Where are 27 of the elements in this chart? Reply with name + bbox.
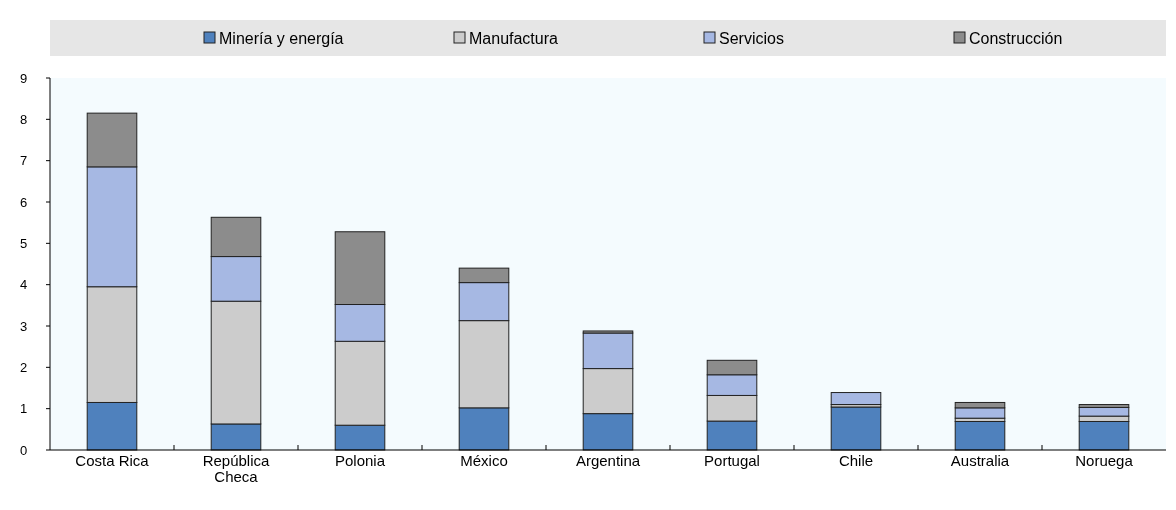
- x-tick-label: Chile: [838, 452, 874, 469]
- x-tick-label: Costa Rica: [75, 452, 150, 469]
- y-tick-label: 2: [20, 359, 28, 375]
- x-tick-label: Argentina: [575, 452, 641, 469]
- y-tick-label: 4: [20, 277, 28, 293]
- legend-label: Manufactura: [469, 29, 559, 47]
- bar: [1078, 420, 1130, 451]
- y-tick-label: 1: [20, 401, 28, 417]
- legend-label: Construcción: [969, 29, 1063, 47]
- y-tick-label: 7: [20, 153, 28, 169]
- bar: [830, 406, 882, 451]
- x-tick-label: México: [460, 452, 508, 469]
- y-tick-label: 5: [20, 235, 28, 251]
- x-tick-label: Portugal: [704, 452, 760, 469]
- legend-label: Minería y energía: [219, 29, 344, 47]
- y-tick-label: 8: [20, 111, 28, 127]
- y-tick-label: 0: [20, 442, 28, 458]
- x-tick-label: Australia: [950, 452, 1010, 469]
- x-tick-label: República Checa: [202, 452, 271, 485]
- y-tick-label: 6: [20, 194, 28, 210]
- x-tick-label: Polonia: [334, 452, 386, 469]
- bar: [954, 420, 1006, 451]
- y-tick-label: 9: [20, 70, 28, 86]
- y-tick-label: 3: [20, 318, 28, 334]
- bar: [830, 392, 882, 406]
- legend-label: Servicios: [719, 29, 784, 47]
- x-tick-label: Noruega: [1075, 452, 1134, 469]
